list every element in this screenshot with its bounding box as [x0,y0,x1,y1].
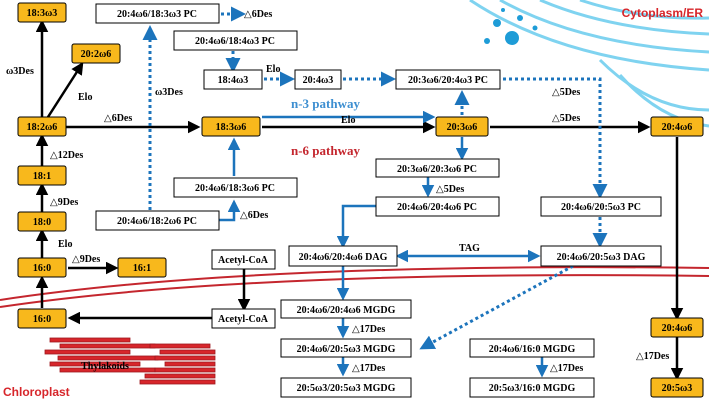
svg-text:20:2ω6: 20:2ω6 [81,49,112,60]
svg-text:20:4ω6: 20:4ω6 [662,323,693,334]
svg-text:18:1: 18:1 [33,171,51,182]
svg-text:20:4ω6/20:5ω3 DAG: 20:4ω6/20:5ω3 DAG [557,252,646,263]
node-20-3w6: 20:3ω6 [435,116,489,137]
node-16-0-chloroplast: 16:0 [17,308,67,329]
svg-text:20:4ω6/18:4ω3 PC: 20:4ω6/18:4ω3 PC [195,36,275,47]
svg-text:16:0: 16:0 [33,314,51,325]
node-mgdg-20-4w6-20-4w6: 20:4ω6/20:4ω6 MGDG [280,299,412,319]
svg-text:20:5ω3: 20:5ω3 [662,383,693,394]
er-vesicles [484,8,538,45]
er-membrane-decoration [469,0,709,128]
node-20-2w6: 20:2ω6 [71,43,121,64]
edge-w3des-b: ω3Des [155,87,183,98]
svg-text:20:4ω6/18:2ω6 PC: 20:4ω6/18:2ω6 PC [117,216,197,227]
svg-text:20:5ω3/20:5ω3 MGDG: 20:5ω3/20:5ω3 MGDG [297,383,396,394]
svg-text:20:3ω6/20:3ω6 PC: 20:3ω6/20:3ω6 PC [397,164,477,175]
edge-d6des-b: △6Des [244,9,272,20]
node-mgdg-20-4w6-16-0: 20:4ω6/16:0 MGDG [469,338,595,358]
node-dag-20-4w6-20-5w3: 20:4ω6/20:5ω3 DAG [540,245,662,267]
edge-elo-d: Elo [266,64,280,75]
node-20-5w3: 20:5ω3 [650,377,704,398]
edge-elo-b: Elo [58,239,72,250]
edge-elo-c: Elo [341,115,355,126]
svg-text:Acetyl-CoA: Acetyl-CoA [218,314,269,325]
node-mgdg-20-4w6-20-5w3: 20:4ω6/20:5ω3 MGDG [280,338,412,358]
svg-text:20:4ω6/20:5ω3 PC: 20:4ω6/20:5ω3 PC [561,202,641,213]
node-20-4w6-chloroplast: 20:4ω6 [650,317,704,338]
node-pc-20-4w6-18-2w6: 20:4ω6/18:2ω6 PC [95,210,220,231]
svg-text:20:3ω6/20:4ω3 PC: 20:3ω6/20:4ω3 PC [408,75,488,86]
node-pc-20-4w6-18-3w6: 20:4ω6/18:3ω6 PC [173,177,298,198]
node-pc-20-4w6-20-5w3: 20:4ω6/20:5ω3 PC [540,196,662,217]
edge-d17des-b: △17Des [352,363,385,374]
node-18-1: 18:1 [17,165,67,186]
node-18-2w6: 18:2ω6 [17,116,67,137]
node-pc-20-4w6-18-3w3: 20:4ω6/18:3ω3 PC [95,3,220,24]
svg-text:20:3ω6: 20:3ω6 [447,122,478,133]
edge-d17des-a: △17Des [352,324,385,335]
node-16-1: 16:1 [117,257,167,278]
node-pc-20-3w6-20-3w6: 20:3ω6/20:3ω6 PC [375,158,500,178]
node-18-0: 18:0 [17,211,67,232]
node-18-3w6: 18:3ω6 [201,116,261,137]
edge-d12des: △12Des [50,150,83,161]
svg-text:18:0: 18:0 [33,217,51,228]
svg-text:20:4ω6/18:3ω3 PC: 20:4ω6/18:3ω3 PC [117,9,197,20]
n3-pathway-label: n-3 pathway [291,96,360,111]
thylakoids-label: Thylakoids [81,361,129,372]
edge-d17des-d: △17Des [636,351,669,362]
node-20-4w6-er: 20:4ω6 [650,116,704,137]
edge-d9des-a: △9Des [50,197,78,208]
node-mgdg-20-5w3-20-5w3: 20:5ω3/20:5ω3 MGDG [280,377,412,398]
svg-text:16:1: 16:1 [133,263,151,274]
n6-pathway-label: n-6 pathway [291,143,360,158]
node-16-0-er: 16:0 [17,257,67,278]
node-20-4w3: 20:4ω3 [294,69,342,90]
svg-text:20:5ω3/16:0 MGDG: 20:5ω3/16:0 MGDG [489,383,576,394]
edge-d5des-b: △5Des [552,87,580,98]
edge-d9des-b: △9Des [72,254,100,265]
edge-w3des-a: ω3Des [6,66,34,77]
edge-d5des-c: △5Des [436,184,464,195]
edge-elo-a: Elo [78,92,92,103]
edge-d6des-c: △6Des [240,210,268,221]
svg-text:20:4ω6/18:3ω6 PC: 20:4ω6/18:3ω6 PC [195,183,275,194]
svg-text:20:4ω6/20:4ω6 PC: 20:4ω6/20:4ω6 PC [397,202,477,213]
svg-text:20:4ω6/20:4ω6 DAG: 20:4ω6/20:4ω6 DAG [299,252,388,263]
node-18-3w3: 18:3ω3 [17,2,67,23]
edge-tag: TAG [459,243,480,254]
node-acetyl-coa-er: Acetyl-CoA [211,249,276,270]
chloroplast-membrane [0,266,709,308]
svg-text:18:3ω3: 18:3ω3 [27,8,58,19]
svg-text:18:3ω6: 18:3ω6 [216,122,247,133]
edge-d6des-a: △6Des [104,113,132,124]
node-pc-20-4w6-20-4w6: 20:4ω6/20:4ω6 PC [375,196,500,217]
svg-text:20:4ω6/16:0 MGDG: 20:4ω6/16:0 MGDG [489,344,576,355]
cytoplasm-er-label: Cytoplasm/ER [622,6,704,20]
chloroplast-label: Chloroplast [3,385,70,399]
svg-text:20:4ω3: 20:4ω3 [303,75,334,86]
svg-text:Acetyl-CoA: Acetyl-CoA [218,255,269,266]
svg-text:18:2ω6: 18:2ω6 [27,122,58,133]
svg-text:20:4ω6/20:5ω3 MGDG: 20:4ω6/20:5ω3 MGDG [297,344,396,355]
svg-text:20:4ω6/20:4ω6 MGDG: 20:4ω6/20:4ω6 MGDG [297,305,396,316]
node-18-4w3: 18:4ω3 [203,69,263,90]
svg-text:20:4ω6: 20:4ω6 [662,122,693,133]
node-acetyl-coa-chloroplast: Acetyl-CoA [211,308,276,329]
edge-d17des-c: △17Des [550,363,583,374]
svg-text:16:0: 16:0 [33,263,51,274]
node-mgdg-20-5w3-16-0: 20:5ω3/16:0 MGDG [469,377,595,398]
node-dag-20-4w6-20-4w6: 20:4ω6/20:4ω6 DAG [288,245,398,267]
node-pc-20-4w6-18-4w3: 20:4ω6/18:4ω3 PC [173,30,298,51]
edge-d5des-a: △5Des [552,113,580,124]
thylakoids-stack [44,337,216,385]
node-pc-20-3w6-20-4w3: 20:3ω6/20:4ω3 PC [395,69,501,90]
svg-text:18:4ω3: 18:4ω3 [218,75,249,86]
